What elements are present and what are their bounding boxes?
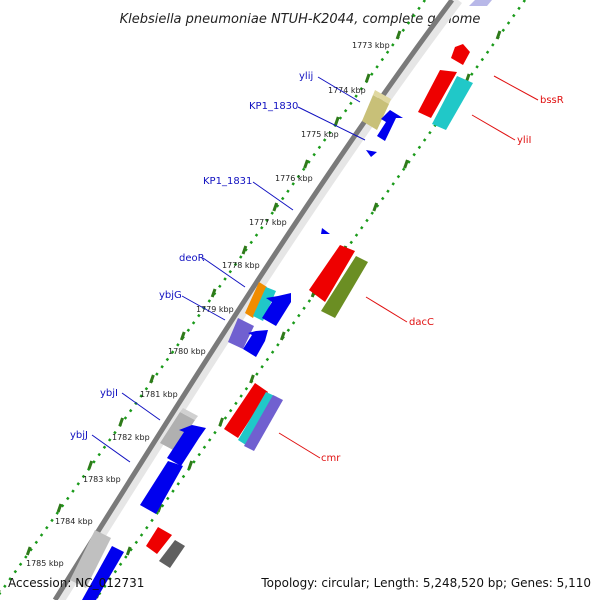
tick-label: 1775 kbp [301,130,339,139]
gene-offscreen-top[interactable] [469,0,492,6]
gene-label-deor[interactable]: deoR [179,253,205,264]
reverse-label-leaders [278,75,539,459]
major-tick [118,417,124,427]
major-tick [87,460,94,470]
forward-strand-genes [70,90,403,600]
major-tick [303,159,309,169]
tick-label: 1781 kbp [140,390,178,399]
gene-label-ybjj[interactable]: ybjJ [70,430,88,441]
major-tick [218,417,224,427]
major-tick [249,374,255,384]
major-tick [241,245,248,255]
tick-label: 1780 kbp [168,347,206,356]
tick-label: 1776 kbp [275,174,313,183]
tick-label: 1773 kbp [352,41,390,50]
tick-label: 1783 kbp [83,475,121,484]
gene-lower-grey[interactable] [70,530,111,588]
tick-label: 1774 kbp [328,86,366,95]
major-tick [279,331,286,341]
gene-label-kp1-1830[interactable]: KP1_1830 [249,101,298,112]
gene-ylii[interactable] [432,76,473,130]
gene-ybjg[interactable] [228,318,254,349]
leader-line [471,114,516,141]
reverse-strand-genes [146,44,473,568]
major-tick [495,30,502,40]
tick-label: 1777 kbp [249,218,287,227]
leader-line [278,432,321,459]
gene-lower-blue[interactable] [82,546,124,600]
left-tick-rail [0,0,427,596]
major-tick [334,116,340,126]
gene-label-cmr[interactable]: cmr [321,453,341,464]
reverse-gene-labels: bssR yliI dacC cmr [321,95,564,464]
gene-ylij-top [373,90,391,104]
leader-line [202,257,246,288]
gene-label-ybjg[interactable]: ybjG [159,290,182,301]
major-tick [125,546,132,556]
leader-line [493,75,539,101]
gene-kp1-1831[interactable] [366,150,377,157]
gene-label-kp1-1831[interactable]: KP1_1831 [203,176,252,187]
tick-label: 1782 kbp [112,433,150,442]
leader-line [365,296,408,323]
gene-unnamed-1777[interactable] [321,228,330,234]
gene-ybji[interactable] [160,412,195,451]
tick-label: 1778 kbp [222,261,260,270]
tick-labels: 1773 kbp 1774 kbp 1775 kbp 1776 kbp 1777… [26,41,390,568]
gene-ylij[interactable] [362,95,389,130]
leader-line [297,106,366,141]
major-tick [179,331,186,341]
forward-label-leaders [91,76,366,463]
gene-label-dacc[interactable]: dacC [409,317,434,328]
leader-line [91,434,131,463]
gene-deor-b[interactable] [253,287,276,321]
gene-red-upper[interactable] [418,70,457,118]
major-tick [372,202,379,212]
major-tick [395,30,402,40]
gene-dacc-red[interactable] [309,245,355,302]
major-tick [364,73,371,83]
gene-ybjj[interactable] [140,461,183,514]
map-title: Klebsiella pneumoniae NTUH-K2044, comple… [120,12,481,27]
major-tick [272,202,279,212]
accession-text: Accession: NC_012731 [8,576,144,590]
leader-line [181,295,226,321]
right-tick-rail [93,0,527,600]
gene-ybji-top [180,408,198,420]
tick-label: 1779 kbp [196,305,234,314]
gene-cmr-purple[interactable] [244,395,283,451]
major-tick [149,374,155,384]
gene-ybjg-blue[interactable] [262,293,291,326]
leader-line [121,392,161,421]
gene-ybjg-2[interactable] [243,330,268,357]
gene-dacc[interactable] [321,256,368,318]
genome-axis [52,0,455,600]
gene-ybji-blue[interactable] [167,425,206,466]
gene-lower-dark[interactable] [159,540,185,568]
forward-gene-labels: ylij KP1_1830 KP1_1831 deoR ybjG ybjI yb… [70,71,313,441]
gene-deor-a[interactable] [245,282,267,318]
gene-bssr[interactable] [451,44,470,65]
gene-label-ylii[interactable]: yliI [517,135,531,146]
gene-label-bssr[interactable]: bssR [540,95,564,106]
gene-label-ybji[interactable]: ybjI [100,388,118,399]
leader-line [252,181,294,211]
gene-label-ylij[interactable]: ylij [299,71,313,82]
leader-line [317,76,361,103]
genome-axis-shadow [55,0,462,600]
tick-label: 1785 kbp [26,559,64,568]
major-tick [210,288,217,298]
tick-label: 1784 kbp [55,517,93,526]
major-tick [25,546,32,556]
major-tick [187,460,194,470]
topology-text: Topology: circular; Length: 5,248,520 bp… [260,576,591,590]
gene-lower-red[interactable] [146,527,172,554]
gene-cmr-red[interactable] [224,383,268,438]
major-tick [56,503,63,513]
gene-kp1-1830[interactable] [377,110,403,141]
major-tick [403,159,409,169]
